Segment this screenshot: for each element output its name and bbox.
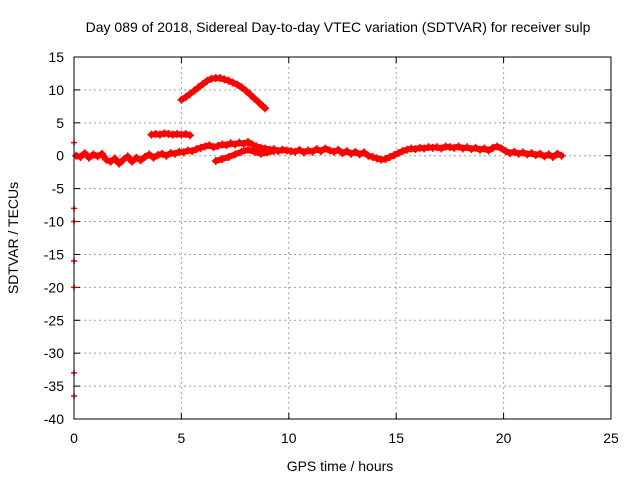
y-tick-label: -15 (44, 246, 64, 262)
y-tick-label: -30 (44, 345, 64, 361)
y-axis-label: SDTVAR / TECUs (5, 182, 21, 294)
y-tick-label: 0 (56, 148, 64, 164)
y-tick-label: -35 (44, 378, 64, 394)
x-tick-label: 25 (603, 430, 619, 446)
sdtvar-chart: Day 089 of 2018, Sidereal Day-to-day VTE… (0, 0, 640, 480)
y-tick-label: 10 (48, 82, 64, 98)
chart-title: Day 089 of 2018, Sidereal Day-to-day VTE… (86, 19, 591, 35)
y-tick-label: 15 (48, 49, 64, 65)
x-tick-label: 0 (70, 430, 78, 446)
chart-background (0, 0, 640, 480)
x-tick-label: 20 (496, 430, 512, 446)
x-tick-label: 5 (178, 430, 186, 446)
x-tick-label: 15 (388, 430, 404, 446)
y-tick-label: -40 (44, 411, 64, 427)
y-tick-label: 5 (56, 115, 64, 131)
y-tick-label: -25 (44, 312, 64, 328)
y-tick-label: -10 (44, 214, 64, 230)
y-tick-label: -20 (44, 279, 64, 295)
x-axis-label: GPS time / hours (287, 458, 394, 474)
y-tick-label: -5 (52, 181, 65, 197)
x-tick-label: 10 (281, 430, 297, 446)
